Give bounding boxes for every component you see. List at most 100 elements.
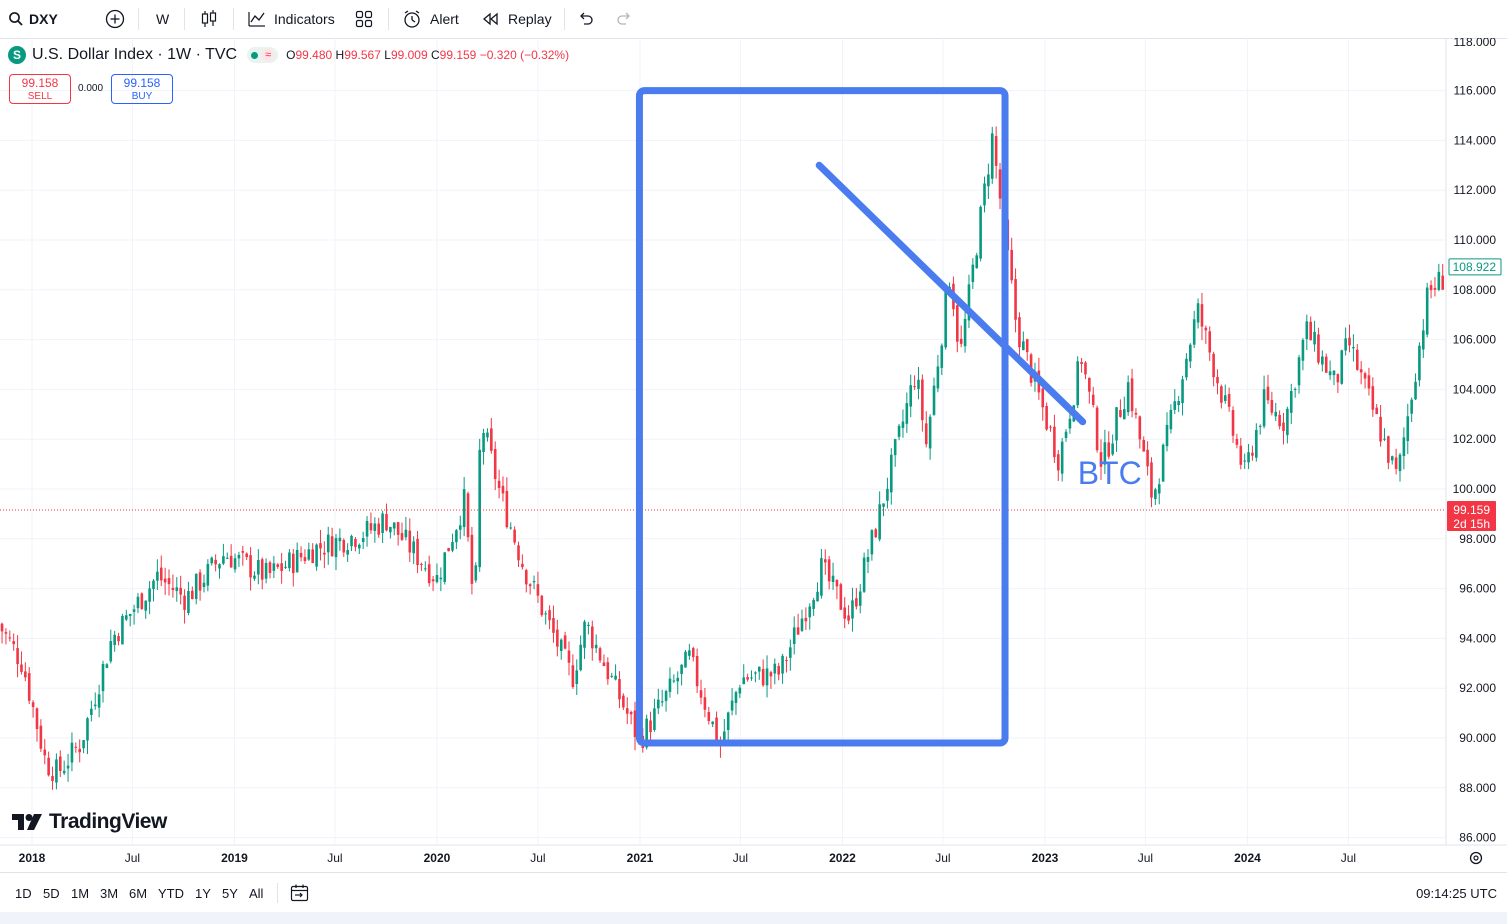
candle-body [315,544,318,567]
candle-body [66,765,70,769]
candle-body [785,660,788,662]
candle-body [1018,317,1021,348]
candle-body [396,522,400,535]
indicators-button[interactable]: Indicators [247,0,335,38]
candle-body [684,651,687,668]
candle-body [746,677,749,680]
y-tick-label: 100.000 [1453,482,1497,496]
candle-body [439,577,443,580]
range-3m[interactable]: 3M [100,885,119,901]
replay-button[interactable]: Replay [482,0,552,38]
candle-body [346,550,349,555]
candle-body [1379,416,1382,442]
candle-body [1414,381,1417,400]
redo-icon [617,12,630,25]
utc-clock[interactable]: 09:14:25 UTC [1416,885,1497,901]
settings-gear-icon [1473,855,1479,861]
x-tick-label: 2020 [424,851,451,865]
candle-body [789,647,792,658]
candle-body [51,776,54,781]
last-price-label: 99.159 [1453,503,1490,517]
interval-button[interactable]: W [156,0,169,38]
candle-body [544,613,547,615]
candle-body [474,565,478,581]
symbol-search-button[interactable]: DXY [8,0,58,38]
chart-type-button[interactable] [200,0,218,38]
tradingview-logo[interactable]: TradingView [12,810,167,834]
close-label: C [430,48,440,62]
candle-body [1247,452,1250,463]
candle-body [1406,416,1410,442]
candle-body [1091,394,1095,405]
high-value: 99.567 [344,48,381,62]
candle-body [765,668,769,686]
legend-title[interactable]: U.S. Dollar Index · 1W · TVC [32,46,238,63]
candle-body [1208,331,1212,353]
range-all[interactable]: All [249,885,264,901]
candle-body [1367,375,1371,389]
range-1d[interactable]: 1D [15,885,32,901]
range-1y[interactable]: 1Y [195,885,211,901]
candle-body [1138,416,1142,440]
layouts-button[interactable] [355,0,373,38]
range-1m[interactable]: 1M [71,885,90,901]
market-status[interactable]: ≈ [247,47,279,63]
candle-body [699,690,703,698]
goto-date-button[interactable] [290,873,310,913]
buy-button[interactable]: 99.158 BUY [111,74,173,104]
candle-body [361,538,365,543]
compare-button[interactable] [105,0,125,38]
range-5d[interactable]: 5D [43,885,60,901]
x-tick-label: 2019 [221,851,248,865]
candle-body [1041,388,1045,408]
candle-body [1363,373,1367,379]
price-marker-bg [1448,258,1502,276]
candle-body [1239,445,1243,465]
candle-body [1177,401,1180,406]
undo-button[interactable] [577,0,595,38]
candle-body [319,543,322,549]
chart-legend: S U.S. Dollar Index · 1W · TVC ≈ O99.480… [8,46,569,64]
candle-body [839,584,843,610]
candle-body [241,551,245,553]
candle-body [167,578,171,585]
candle-body [1243,460,1246,462]
candle-body [268,562,272,573]
candle-body [827,559,831,582]
candle-body [1049,426,1052,428]
candle-body [777,666,780,675]
candle-body [78,748,82,753]
candle-body [493,449,497,480]
alert-button[interactable]: Alert [402,0,459,38]
candle-body [657,699,660,709]
candle-body [381,513,384,534]
candle-body [1425,287,1429,335]
sell-button[interactable]: 99.158 SELL [9,74,71,104]
candle-body [202,582,206,588]
range-ytd[interactable]: YTD [158,885,184,901]
candle-body [466,493,470,538]
candle-body [1282,422,1285,431]
candle-body [874,529,878,538]
candle-body [944,291,947,348]
indicators-label: Indicators [274,11,335,27]
candle-body [1305,321,1309,340]
y-tick-label: 96.000 [1459,582,1496,596]
candle-body [276,564,280,567]
candle-body [163,578,167,583]
range-5y[interactable]: 5Y [222,885,238,901]
candle-body [1410,399,1413,414]
range-6m[interactable]: 6M [129,885,148,901]
candle-body [967,284,971,321]
price-chart[interactable]: BTC 86.000 88.000 90.000 92.000 94.000 96.000… [0,38,1507,872]
candle-body [1200,304,1204,327]
candle-body [715,717,718,743]
candle-body [625,708,629,714]
candle-body [47,757,50,776]
candle-body [117,636,120,642]
candle-body [218,564,221,569]
candle-body [901,421,905,428]
candle-body [688,650,691,656]
redo-button[interactable] [615,0,633,38]
candle-body [552,618,555,633]
